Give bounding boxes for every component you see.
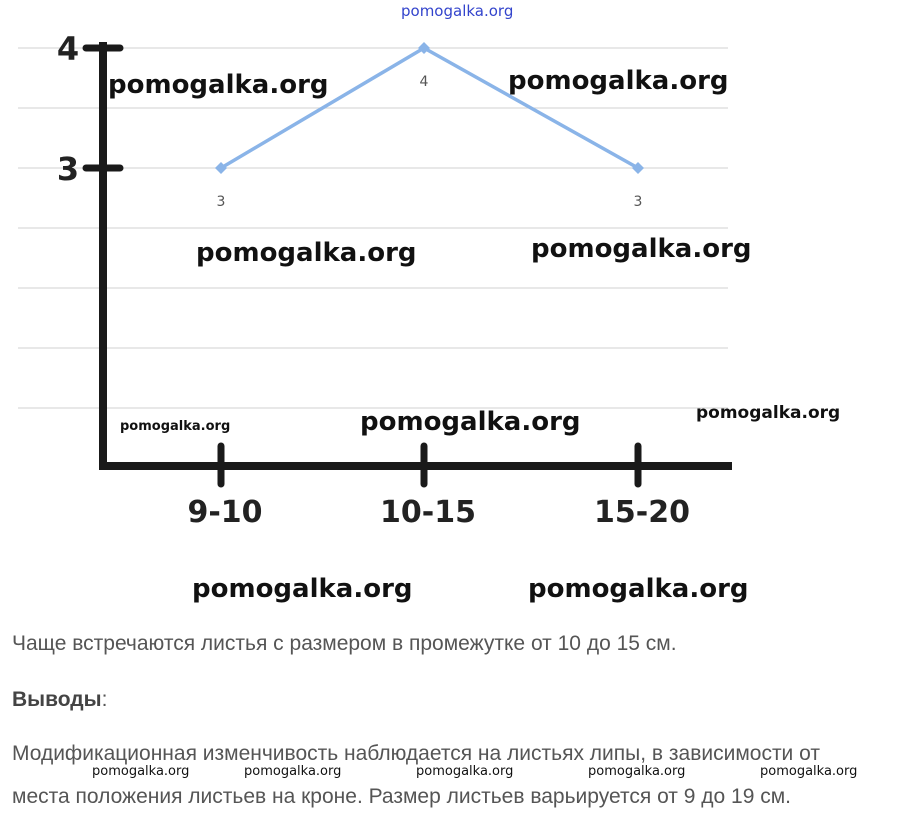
data-point (215, 162, 227, 174)
y-ticks: 34 (57, 30, 124, 188)
line-chart: 34 9-10 10-15 15-20 343 (18, 30, 732, 530)
watermark: pomogalka.org (92, 764, 190, 779)
x-tick-label: 15-20 (594, 495, 690, 530)
series: 3 4 3 (215, 42, 644, 210)
watermark: pomogalka.org (196, 238, 417, 268)
conclusions-colon: : (101, 688, 108, 711)
watermark: pomogalka.org (531, 234, 752, 264)
watermark: pomogalka.org (120, 419, 231, 434)
x-tick-label: 10-15 (380, 495, 476, 530)
text-line-3: места положения листьев на кроне. Размер… (12, 785, 791, 808)
y-tick-label: 4 (57, 30, 79, 68)
watermark-top: pomogalka.org (401, 2, 514, 20)
text-line-2: Модификационная изменчивость наблюдается… (12, 742, 820, 765)
data-label: 3 (217, 194, 226, 210)
watermark: pomogalka.org (416, 764, 514, 779)
chart-grid (18, 47, 728, 409)
watermark: pomogalka.org (108, 70, 329, 100)
watermark: pomogalka.org (360, 407, 581, 437)
conclusions-heading: Выводы: (12, 688, 107, 712)
data-point (632, 162, 644, 174)
watermark: pomogalka.org (528, 574, 749, 604)
text-line-1: Чаще встречаются листья с размером в про… (12, 632, 677, 655)
watermark: pomogalka.org (244, 764, 342, 779)
watermark: pomogalka.org (508, 66, 729, 96)
conclusions-label: Выводы (12, 688, 102, 711)
y-tick-label: 3 (57, 150, 79, 188)
data-point (418, 42, 430, 54)
watermark: pomogalka.org (588, 764, 686, 779)
data-label: 3 (634, 194, 643, 210)
x-tick-label: 9-10 (187, 495, 262, 530)
watermark: pomogalka.org (696, 403, 841, 423)
data-label: 4 (420, 74, 429, 90)
x-ticks: 9-10 10-15 15-20 (187, 442, 690, 530)
watermark: pomogalka.org (192, 574, 413, 604)
watermark: pomogalka.org (760, 764, 858, 779)
